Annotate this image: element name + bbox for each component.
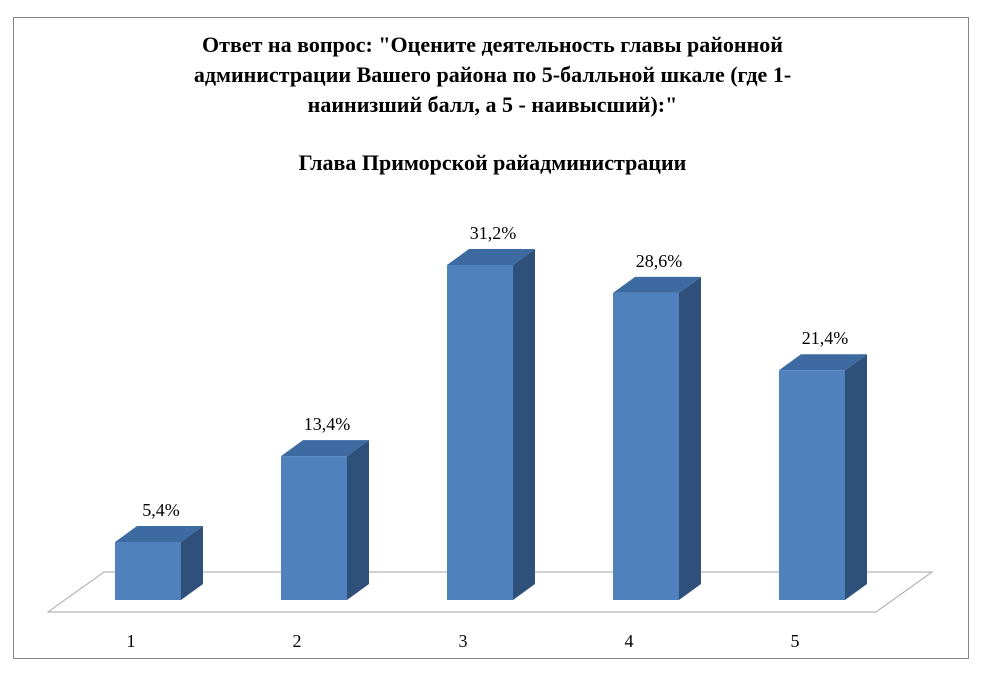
bar-side	[845, 354, 867, 600]
bar-top	[115, 526, 203, 543]
bar-top	[613, 276, 701, 293]
x-tick-label: 2	[293, 631, 302, 651]
bar	[779, 370, 845, 600]
bar	[613, 292, 679, 600]
bar	[447, 265, 513, 600]
data-label: 13,4%	[304, 414, 351, 434]
bar-top	[447, 249, 535, 265]
bar-side	[181, 526, 203, 600]
bar-side	[679, 276, 701, 600]
x-tick-label: 5	[791, 631, 800, 651]
data-label: 28,6%	[636, 251, 683, 271]
chart-subtitle: Глава Приморской райадминистрации	[298, 150, 687, 175]
data-label: 21,4%	[802, 328, 849, 348]
chart-title-line: наинизший балл, а 5 - наивысший):"	[307, 92, 678, 117]
x-tick-label: 4	[625, 631, 634, 651]
x-tick-label: 3	[459, 631, 468, 651]
chart-title-line: администрации Вашего района по 5-балльно…	[193, 62, 792, 87]
data-label: 31,2%	[470, 223, 517, 243]
x-tick-label: 1	[127, 631, 136, 651]
bar	[115, 542, 181, 600]
bar-top	[281, 440, 369, 457]
bar-top	[779, 354, 867, 371]
bar-side	[347, 440, 369, 600]
chart-title: Ответ на вопрос: "Оцените деятельность г…	[0, 30, 985, 120]
bar	[281, 456, 347, 600]
chart-title-line: Ответ на вопрос: "Оцените деятельность г…	[202, 32, 783, 57]
data-label: 5,4%	[142, 500, 180, 520]
bar-side	[513, 249, 535, 600]
